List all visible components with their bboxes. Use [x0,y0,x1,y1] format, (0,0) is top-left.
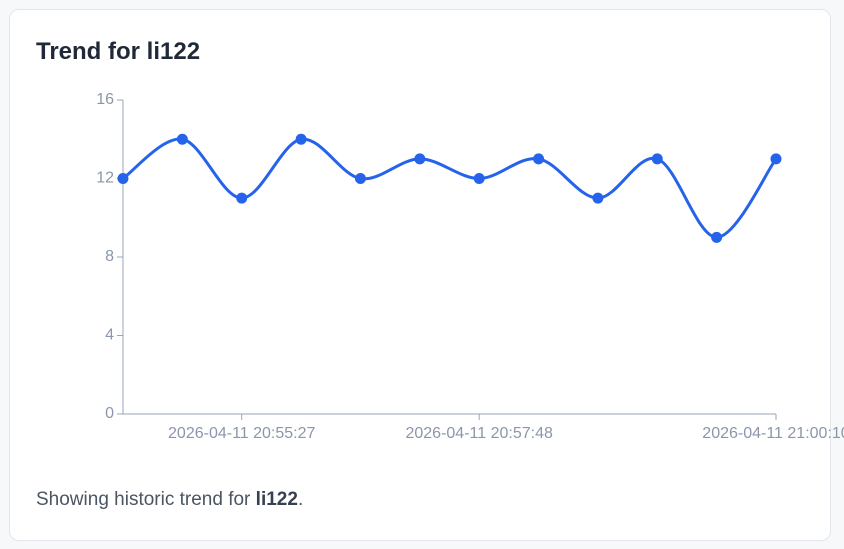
data-point [711,231,723,243]
y-tick-label: 16 [96,91,114,108]
data-point [414,153,426,165]
card: Trend for li122 Showing historic trend f… [9,9,831,541]
x-tick-label: 2026-04-11 20:55:27 [168,425,315,442]
x-tick-label: 2026-04-11 21:00:10 [702,425,844,442]
footer-item: li122 [255,489,298,510]
data-point [533,153,545,165]
data-point [592,192,604,204]
data-point [473,173,485,184]
footer-text: Showing historic trend for li122. [36,489,303,511]
y-tick-label: 4 [105,327,114,344]
data-point [176,133,188,145]
data-point [354,173,366,184]
data-point [651,153,663,165]
data-point [295,133,307,145]
y-tick-label: 12 [96,170,114,187]
footer-suffix: . [297,489,304,510]
data-point [236,192,248,204]
card-title: Trend for li122 [36,38,201,65]
x-tick-label: 2026-04-11 20:57:48 [405,425,552,442]
chart: 0 4 8 12 16 2026-04-11 20:55:27 2026-04-11 20:… [96,91,844,442]
y-tick-label: 0 [105,405,114,422]
series-line [122,137,778,239]
data-point [117,173,129,184]
data-point [770,153,782,165]
y-tick-label: 8 [105,248,114,265]
footer-prefix: Showing historic trend for [36,489,256,510]
